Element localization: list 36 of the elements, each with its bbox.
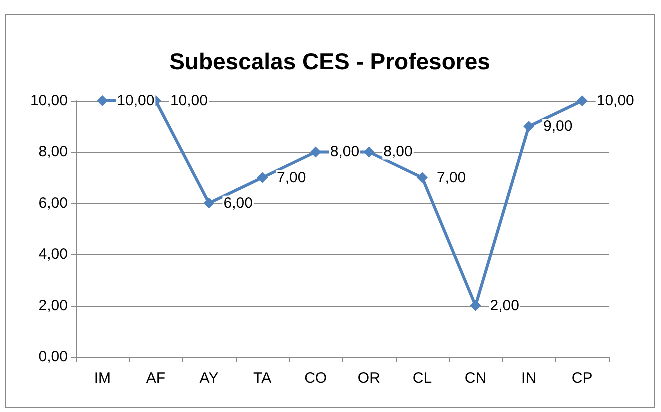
x-tick-label: CN (464, 370, 487, 387)
x-tick-label: CO (304, 370, 328, 387)
x-tick-label: TA (254, 370, 272, 387)
x-tick-label: AF (146, 370, 166, 387)
data-label: 7,00 (277, 169, 306, 186)
x-tick-label: IM (94, 370, 111, 387)
data-label: 10,00 (170, 92, 208, 110)
y-tick-label: 0,00 (38, 348, 68, 366)
y-tick-label: 4,00 (38, 246, 68, 264)
data-label: 7,00 (436, 169, 466, 186)
data-label: 9,00 (544, 118, 573, 136)
point (97, 96, 108, 106)
point (310, 146, 322, 158)
y-tick-label: 6,00 (38, 194, 68, 212)
point (204, 198, 215, 209)
x-tick-label: CP (572, 370, 593, 387)
data-label: 8,00 (330, 144, 360, 161)
data-label: 10,00 (596, 92, 634, 110)
data-label: 6,00 (224, 194, 253, 212)
x-tick-label: IN (522, 370, 537, 387)
y-tick-label: 10,00 (30, 92, 68, 110)
point (257, 172, 268, 184)
data-label: 2,00 (490, 297, 520, 314)
point (470, 300, 482, 312)
x-tick-label: CL (412, 370, 432, 387)
y-tick-label: 8,00 (38, 144, 68, 161)
data-label: 8,00 (384, 144, 413, 161)
y-tick-label: 2,00 (38, 297, 68, 314)
data-label: 10,00 (117, 92, 155, 110)
point (416, 172, 428, 184)
point (524, 121, 535, 132)
point (364, 146, 375, 158)
point (576, 96, 588, 106)
x-tick-label: AY (200, 370, 219, 387)
x-tick-label: OR (358, 370, 381, 387)
chart-title: Subescalas CES - Profesores (170, 48, 490, 74)
